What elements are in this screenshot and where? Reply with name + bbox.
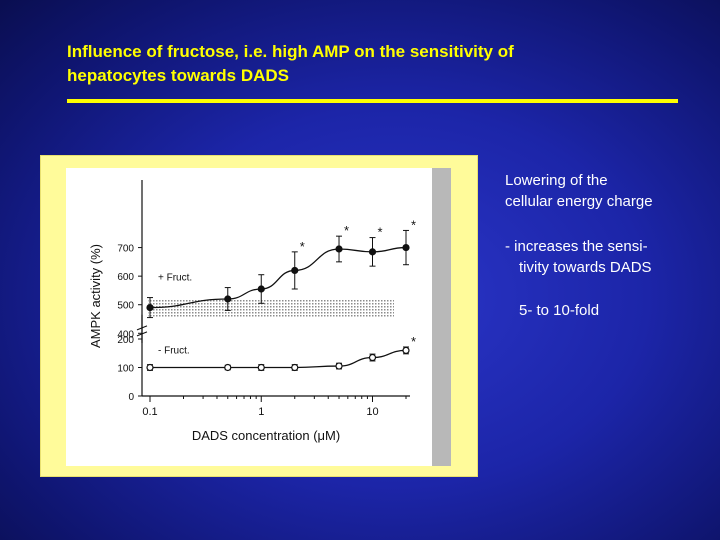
series-label: + Fruct. (158, 272, 192, 283)
side-text-line: cellular energy charge (505, 193, 653, 210)
data-point (291, 363, 299, 372)
y-tick-label: 400 (117, 329, 134, 340)
y-tick-label: 0 (128, 392, 134, 403)
axis-break-mark (136, 331, 148, 337)
side-paragraph-3: 5- to 10-fold (519, 302, 600, 319)
slide-title-line-2: hepatocytes towards DADS (67, 66, 289, 85)
significance-marker: * (378, 225, 383, 240)
x-tick-label: 0.1 (142, 406, 157, 418)
side-text-line: - increases the sensi- (505, 238, 648, 255)
y-tick-label: 200 (117, 335, 134, 346)
data-point (335, 362, 343, 370)
data-point (257, 363, 265, 372)
side-paragraph-2: - increases the sensi- tivity towards DA… (505, 236, 652, 278)
significance-marker: * (300, 239, 305, 254)
series-label: - Fruct. (158, 345, 190, 356)
significance-marker: * (411, 217, 416, 232)
slide-title: Influence of fructose, i.e. high AMP on … (67, 40, 687, 88)
y-axis-label: AMPK activity (%) (88, 244, 103, 348)
significance-marker: * (344, 223, 349, 238)
y-tick-label: 600 (117, 272, 134, 283)
y-tick-label: 100 (117, 364, 134, 375)
data-point (335, 245, 343, 253)
data-point (146, 363, 154, 372)
slide-title-line-1: Influence of fructose, i.e. high AMP on … (67, 42, 514, 61)
x-tick-label: 10 (366, 406, 378, 418)
data-point (368, 353, 377, 362)
side-text-line: tivity towards DADS (519, 259, 652, 276)
significance-marker: * (411, 334, 416, 349)
chart-scan-edge (432, 168, 451, 466)
data-point (402, 243, 410, 252)
data-point (402, 346, 410, 354)
x-tick-label: 1 (258, 406, 264, 418)
axis-break-mark (136, 325, 148, 331)
data-point (146, 303, 154, 312)
side-paragraph-1: Lowering of the cellular energy charge (505, 170, 653, 212)
title-underline (67, 99, 678, 103)
data-point (368, 248, 377, 256)
side-text-line: Lowering of the (505, 172, 608, 189)
data-point (224, 295, 232, 303)
data-point (224, 363, 232, 372)
data-point (291, 266, 299, 275)
y-tick-label: 700 (117, 244, 134, 255)
data-point (257, 285, 265, 293)
x-axis-label: DADS concentration (μM) (192, 428, 340, 443)
y-tick-label: 500 (117, 301, 134, 312)
baseline-band (148, 299, 394, 318)
